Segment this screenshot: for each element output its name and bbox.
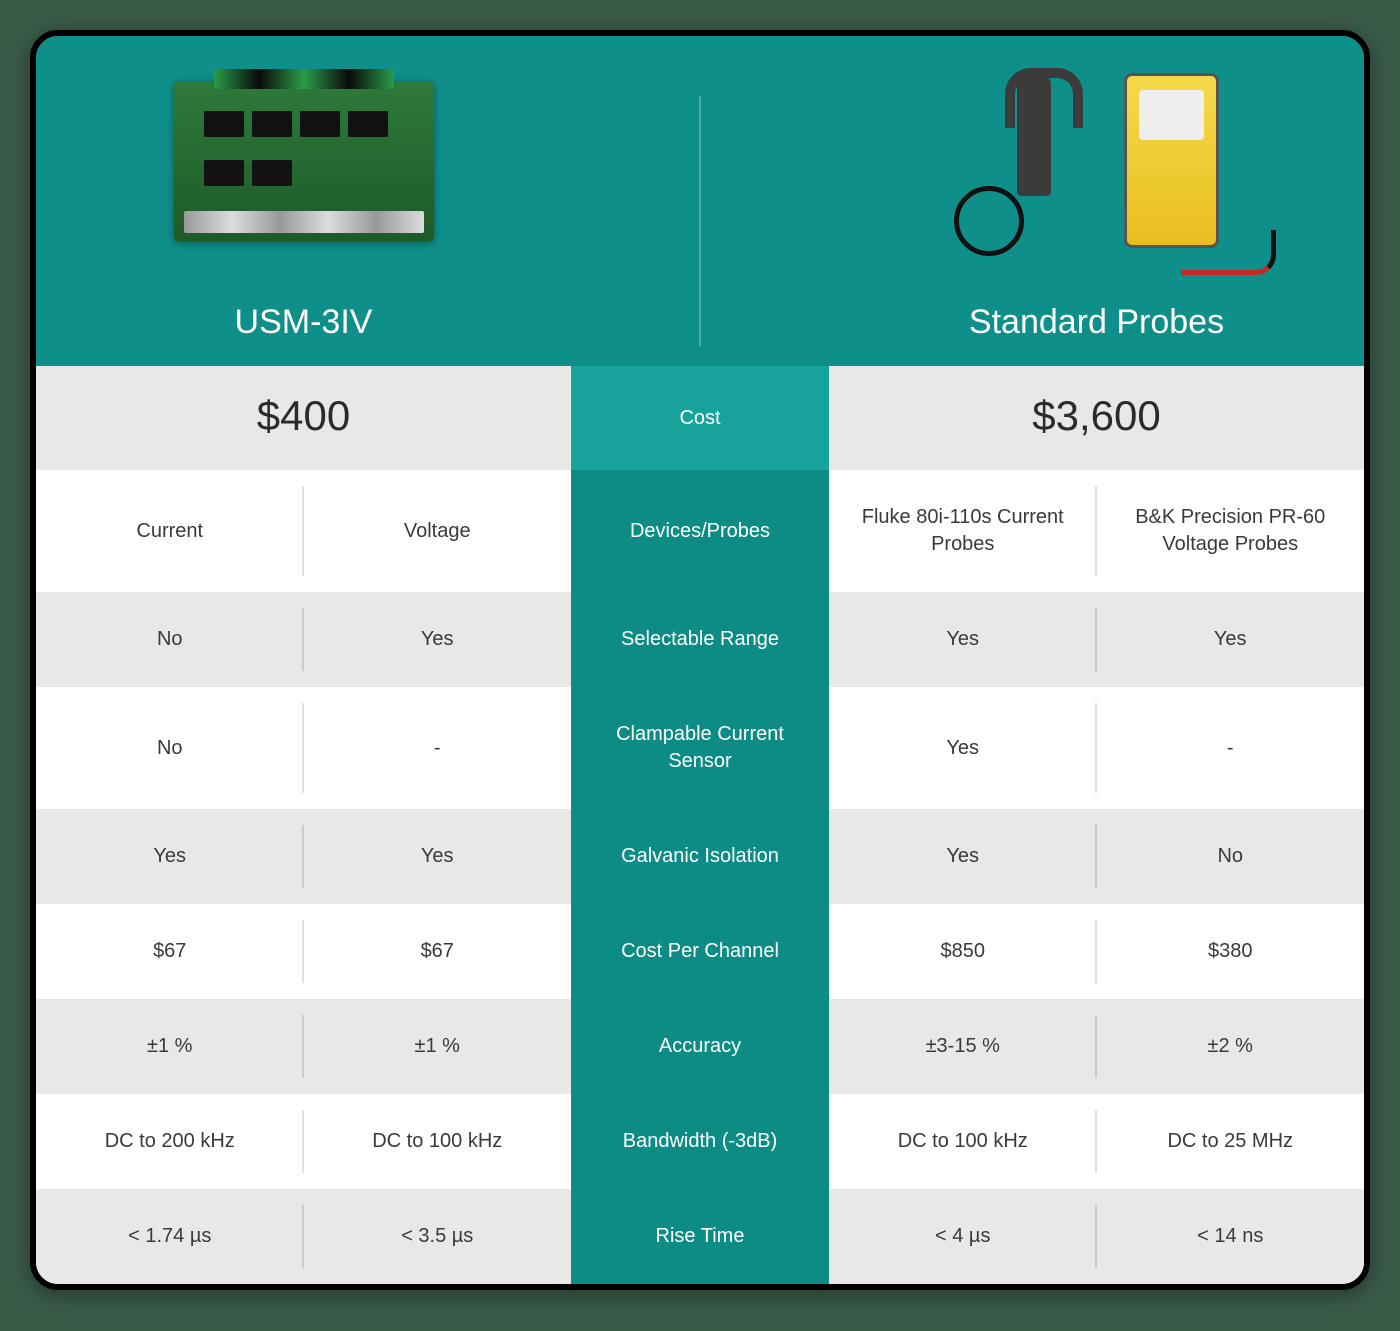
cell-right-voltage: No xyxy=(1097,809,1365,904)
table-row: ±1 %±1 %Accuracy±3-15 %±2 % xyxy=(36,999,1364,1094)
cell-left-voltage: Yes xyxy=(304,592,572,687)
cell-left-current: Yes xyxy=(36,809,304,904)
cell-left-current: $67 xyxy=(36,904,304,999)
cell-attribute-label: Clampable Current Sensor xyxy=(571,687,829,809)
table-row: DC to 200 kHzDC to 100 kHzBandwidth (-3d… xyxy=(36,1094,1364,1189)
cell-left-voltage: < 3.5 µs xyxy=(304,1189,572,1284)
cell-right-current: Fluke 80i-110s Current Probes xyxy=(829,470,1097,592)
cell-left-current: No xyxy=(36,592,304,687)
cell-left-current: ±1 % xyxy=(36,999,304,1094)
header-title-left: USM-3IV xyxy=(235,303,373,342)
cell-left-voltage: DC to 100 kHz xyxy=(304,1094,572,1189)
cell-left-current: DC to 200 kHz xyxy=(36,1094,304,1189)
cost-label: Cost xyxy=(571,366,829,470)
table-row: CurrentVoltageDevices/ProbesFluke 80i-11… xyxy=(36,470,1364,592)
cell-attribute-label: Selectable Range xyxy=(571,592,829,687)
table-row: $67$67Cost Per Channel$850$380 xyxy=(36,904,1364,999)
cell-attribute-label: Cost Per Channel xyxy=(571,904,829,999)
header-right: Standard Probes xyxy=(829,36,1364,366)
header-left: USM-3IV xyxy=(36,36,571,366)
cell-left-voltage: $67 xyxy=(304,904,572,999)
cost-right: $3,600 xyxy=(829,366,1364,470)
header-row: USM-3IV Standard Probes xyxy=(36,36,1364,366)
header-title-right: Standard Probes xyxy=(969,303,1224,342)
pcb-board-icon xyxy=(174,81,434,241)
cell-right-current: DC to 100 kHz xyxy=(829,1094,1097,1189)
cell-right-voltage: ±2 % xyxy=(1097,999,1365,1094)
cell-attribute-label: Rise Time xyxy=(571,1189,829,1284)
table-row: < 1.74 µs< 3.5 µsRise Time< 4 µs< 14 ns xyxy=(36,1189,1364,1284)
cell-attribute-label: Bandwidth (-3dB) xyxy=(571,1094,829,1189)
cell-right-voltage: < 14 ns xyxy=(1097,1189,1365,1284)
header-divider xyxy=(571,36,829,366)
cell-left-current: No xyxy=(36,687,304,809)
cell-left-current: < 1.74 µs xyxy=(36,1189,304,1284)
cell-attribute-label: Devices/Probes xyxy=(571,470,829,592)
cell-right-current: Yes xyxy=(829,592,1097,687)
cell-right-current: Yes xyxy=(829,809,1097,904)
cell-right-voltage: B&K Precision PR-60 Voltage Probes xyxy=(1097,470,1365,592)
cell-left-current: Current xyxy=(36,470,304,592)
cell-right-voltage: - xyxy=(1097,687,1365,809)
cell-right-current: < 4 µs xyxy=(829,1189,1097,1284)
cell-attribute-label: Accuracy xyxy=(571,999,829,1094)
cell-attribute-label: Galvanic Isolation xyxy=(571,809,829,904)
product-image-right xyxy=(974,36,1219,285)
product-image-left xyxy=(174,36,434,285)
current-clamp-icon xyxy=(974,76,1094,246)
comparison-rows: CurrentVoltageDevices/ProbesFluke 80i-11… xyxy=(36,470,1364,1284)
table-row: YesYesGalvanic IsolationYesNo xyxy=(36,809,1364,904)
cell-right-voltage: $380 xyxy=(1097,904,1365,999)
cell-left-voltage: ±1 % xyxy=(304,999,572,1094)
cost-left: $400 xyxy=(36,366,571,470)
cell-right-current: $850 xyxy=(829,904,1097,999)
cell-left-voltage: Voltage xyxy=(304,470,572,592)
table-row: No-Clampable Current SensorYes- xyxy=(36,687,1364,809)
comparison-card: USM-3IV Standard Probes $400 Cost $3,600… xyxy=(30,30,1370,1290)
cell-right-current: ±3-15 % xyxy=(829,999,1097,1094)
cell-right-current: Yes xyxy=(829,687,1097,809)
cell-left-voltage: - xyxy=(304,687,572,809)
table-row: NoYesSelectable RangeYesYes xyxy=(36,592,1364,687)
cell-right-voltage: DC to 25 MHz xyxy=(1097,1094,1365,1189)
cell-right-voltage: Yes xyxy=(1097,592,1365,687)
cost-row: $400 Cost $3,600 xyxy=(36,366,1364,470)
voltage-meter-icon xyxy=(1124,73,1219,248)
cell-left-voltage: Yes xyxy=(304,809,572,904)
